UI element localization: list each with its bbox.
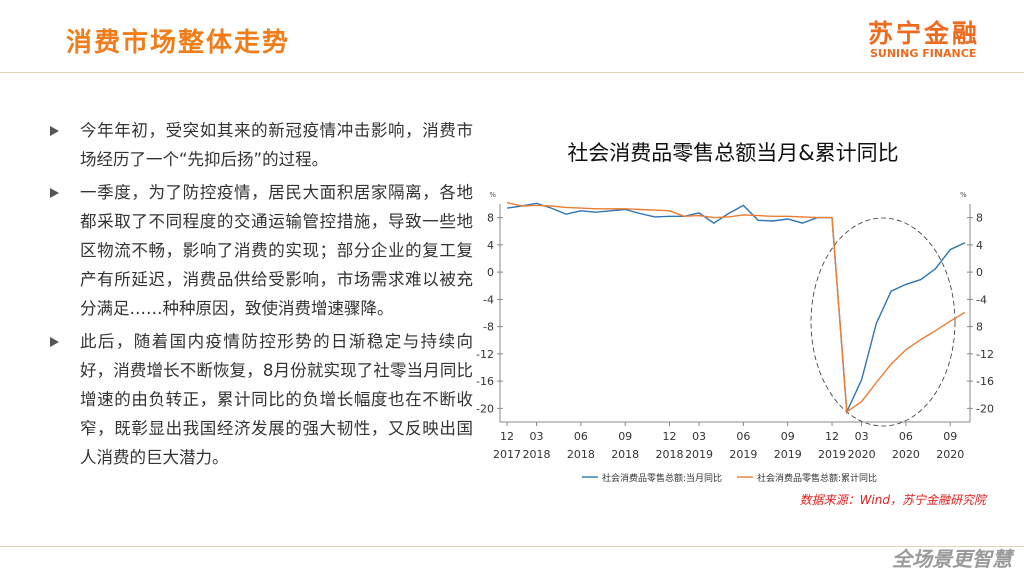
x-tick-year: 2018 — [523, 448, 551, 461]
bullet-text: 此后，随着国内疫情防控形势的日渐稳定与持续向好，消费增长不断恢复，8月份就实现了… — [80, 332, 473, 467]
bullet-icon — [50, 126, 59, 136]
bullet-list: 今年年初，受突如其来的新冠疫情冲击影响，消费市场经历了一个“先抑后扬”的过程。一… — [48, 116, 473, 476]
y-tick-label: -16 — [476, 375, 494, 388]
y2-tick-label: -16 — [976, 375, 994, 388]
bullet-icon — [50, 188, 59, 198]
y2-tick-label: 8 — [976, 321, 983, 334]
divider — [0, 546, 1024, 547]
y2-unit: % — [960, 191, 967, 199]
x-tick-label: 09 — [781, 430, 795, 443]
y-tick-label: 0 — [487, 266, 494, 279]
highlight-ellipse — [810, 217, 956, 427]
y-tick-label: -20 — [476, 402, 494, 415]
x-tick-year: 2020 — [848, 448, 876, 461]
x-tick-year: 2020 — [892, 448, 920, 461]
x-tick-label: 06 — [736, 430, 750, 443]
x-tick-label: 06 — [899, 430, 913, 443]
bullet: 此后，随着国内疫情防控形势的日渐稳定与持续向好，消费增长不断恢复，8月份就实现了… — [48, 327, 473, 472]
x-tick-label: 06 — [574, 430, 588, 443]
y-tick-label: -12 — [476, 348, 494, 361]
x-tick-year: 2019 — [774, 448, 802, 461]
x-tick-label: 09 — [943, 430, 957, 443]
legend-label: 社会消费品零售总额:当月同比 — [602, 472, 722, 484]
x-tick-label: 03 — [692, 430, 706, 443]
y-tick-label: -8 — [483, 321, 494, 334]
series-line — [506, 202, 966, 415]
y2-tick-label: -12 — [976, 348, 994, 361]
x-tick-year: 2018 — [656, 448, 684, 461]
divider — [0, 72, 1024, 73]
x-tick-label: 03 — [530, 430, 544, 443]
x-tick-label: 09 — [618, 430, 632, 443]
x-tick-year: 2019 — [685, 448, 713, 461]
source-note: 数据来源：Wind，苏宁金融研究院 — [800, 493, 988, 507]
y2-tick-label: 0 — [976, 266, 983, 279]
x-tick-label: 03 — [855, 430, 869, 443]
bullet: 今年年初，受突如其来的新冠疫情冲击影响，消费市场经历了一个“先抑后扬”的过程。 — [48, 116, 473, 174]
logo: 苏宁金融 — [868, 19, 981, 48]
bullet-text: 一季度，为了防控疫情，居民大面积居家隔离，各地都采取了不同程度的交通运输管控措施… — [80, 183, 473, 318]
y2-tick-label: -4 — [976, 293, 987, 306]
y-tick-label: 4 — [487, 239, 494, 252]
x-tick-year: 2018 — [611, 448, 639, 461]
y2-tick-label: -20 — [976, 402, 994, 415]
x-tick-year: 2019 — [729, 448, 757, 461]
legend-label: 社会消费品零售总额:累计同比 — [757, 472, 877, 484]
chart-title: 社会消费品零售总额当月&累计同比 — [567, 141, 898, 165]
y-unit: % — [489, 191, 496, 199]
series-line — [506, 201, 966, 414]
y2-tick-label: 8 — [976, 212, 983, 225]
x-tick-year: 2018 — [567, 448, 595, 461]
logo-sub: SUNING FINANCE — [870, 47, 977, 60]
slide-title: 消费市场整体走势 — [66, 28, 291, 58]
slogan: 全场景更智慧 — [892, 547, 1012, 571]
x-tick-year: 2017 — [493, 448, 521, 461]
x-tick-label: 12 — [500, 430, 514, 443]
bullet: 一季度，为了防控疫情，居民大面积居家隔离，各地都采取了不同程度的交通运输管控措施… — [48, 178, 473, 323]
y-tick-label: 8 — [487, 212, 494, 225]
bullet-text: 今年年初，受突如其来的新冠疫情冲击影响，消费市场经历了一个“先抑后扬”的过程。 — [80, 121, 473, 169]
x-tick-year: 2020 — [936, 448, 964, 461]
bullet-icon — [50, 337, 59, 347]
y-tick-label: -4 — [483, 293, 494, 306]
x-tick-year: 2019 — [818, 448, 846, 461]
x-tick-label: 12 — [825, 430, 839, 443]
y2-tick-label: 4 — [976, 239, 983, 252]
x-tick-label: 12 — [663, 430, 677, 443]
